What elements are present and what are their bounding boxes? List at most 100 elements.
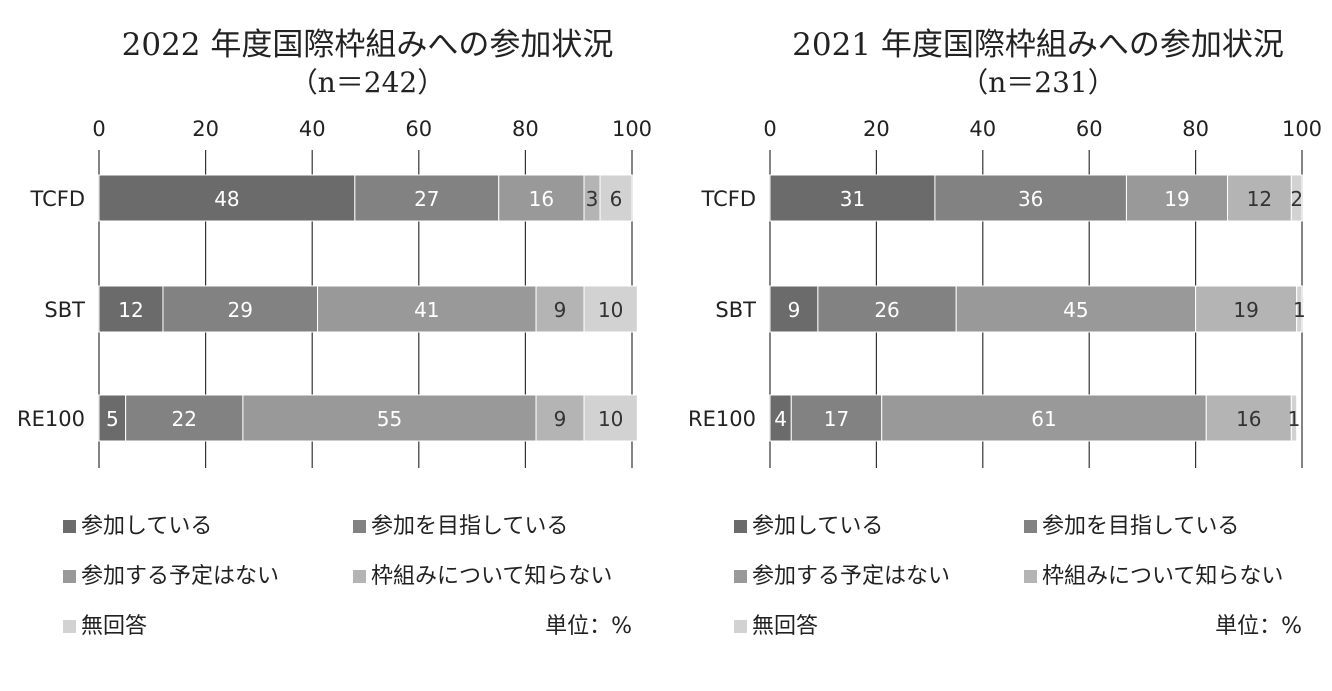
legend-swatch	[1024, 520, 1037, 533]
bar-segment	[1205, 394, 1292, 442]
data-label: 29	[228, 298, 253, 322]
x-tick-label: 40	[969, 117, 996, 141]
bar-segment	[535, 285, 585, 333]
data-label: 36	[1018, 187, 1043, 211]
data-label: 5	[106, 407, 119, 431]
legend-swatch	[63, 520, 76, 533]
category-label: TCFD	[29, 187, 85, 211]
unit-label: 単位：%	[1215, 614, 1302, 639]
data-label: 19	[1233, 298, 1258, 322]
bar-segment	[583, 285, 638, 333]
chart-2021-panel: 2021 年度国際枠組みへの参加状況 （n＝231） 0 20 40 60 80 100 TCF…	[666, 0, 1332, 691]
x-tick-label: 20	[192, 117, 219, 141]
chart-subtitle: （n＝231）	[960, 66, 1115, 99]
bar-segment	[1227, 174, 1292, 222]
data-label: 3	[586, 187, 599, 211]
legend-label: 参加する予定はない	[81, 564, 279, 589]
data-label: 12	[1247, 187, 1272, 211]
chart-title: 2022 年度国際枠組みへの参加状況	[122, 27, 614, 63]
legend-swatch	[63, 620, 76, 633]
category-label: SBT	[715, 298, 756, 322]
bar-segment	[1290, 174, 1303, 222]
bar-segment	[881, 394, 1207, 442]
bar-segment	[817, 285, 957, 333]
legend-label: 参加を目指している	[1042, 514, 1239, 539]
bar-segment	[599, 174, 633, 222]
bar-segment	[1296, 285, 1303, 333]
legend-swatch	[353, 520, 366, 533]
bar-segment	[955, 285, 1197, 333]
bar-segment	[769, 174, 936, 222]
legend-label: 枠組みについて知らない	[1042, 564, 1283, 589]
category-label: SBT	[44, 298, 85, 322]
data-label: 19	[1164, 187, 1189, 211]
data-label: 2	[1290, 187, 1303, 211]
x-tick-label: 100	[612, 117, 652, 141]
legend-swatch	[1024, 570, 1037, 583]
data-label: 61	[1031, 407, 1056, 431]
data-label: 9	[554, 298, 567, 322]
legend-label: 無回答	[752, 614, 818, 639]
bar-segment	[535, 394, 585, 442]
category-label: TCFD	[700, 187, 756, 211]
data-label: 4	[774, 407, 787, 431]
data-label: 48	[214, 187, 239, 211]
data-label: 41	[414, 298, 439, 322]
data-label: 55	[377, 407, 402, 431]
bar-segment	[790, 394, 883, 442]
x-tick-label: 0	[763, 117, 776, 141]
data-label: 17	[824, 407, 849, 431]
data-label: 16	[1236, 407, 1261, 431]
data-label: 10	[598, 298, 623, 322]
bar-segment	[1290, 394, 1298, 442]
legend-label: 参加している	[81, 514, 212, 539]
category-label: RE100	[17, 407, 85, 431]
data-label: 26	[874, 298, 899, 322]
x-tick-label: 20	[863, 117, 890, 141]
data-label: 10	[598, 407, 623, 431]
chart-2022: 2022 年度国際枠組みへの参加状況（n＝242） 0 20 40 60 80 100 TCF…	[17, 27, 652, 639]
chart-2022-panel: 2022 年度国際枠組みへの参加状況 （n＝242） 0 20 40 60 80 100 TCF…	[17, 27, 652, 639]
bar-segment	[317, 285, 537, 333]
legend-swatch	[734, 520, 747, 533]
x-tick-label: 60	[405, 117, 432, 141]
x-tick-label: 100	[1282, 117, 1322, 141]
data-label: 9	[554, 407, 567, 431]
category-label: RE100	[688, 407, 756, 431]
bar-segment	[1125, 174, 1229, 222]
x-tick-label: 80	[512, 117, 539, 141]
data-label: 1	[1293, 298, 1306, 322]
unit-label: 単位：%	[545, 614, 632, 639]
data-label: 9	[788, 298, 801, 322]
bar-segment	[1195, 285, 1298, 333]
bar-segment	[125, 394, 244, 442]
data-label: 6	[610, 187, 623, 211]
x-tick-label: 60	[1076, 117, 1103, 141]
x-tick-label: 40	[299, 117, 326, 141]
x-tick-label: 0	[92, 117, 105, 141]
data-label: 31	[840, 187, 865, 211]
bar-segment	[162, 285, 319, 333]
legend-label: 枠組みについて知らない	[371, 564, 612, 589]
data-label: 45	[1063, 298, 1088, 322]
chart-subtitle: （n＝242）	[290, 66, 445, 99]
legend-swatch	[63, 570, 76, 583]
data-label: 22	[172, 407, 197, 431]
legend-label: 参加を目指している	[371, 514, 568, 539]
data-label: 12	[118, 298, 143, 322]
legend-label: 参加している	[752, 514, 883, 539]
legend-label: 無回答	[81, 614, 147, 639]
data-label: 27	[414, 187, 439, 211]
bar-segment	[98, 285, 164, 333]
legend-swatch	[353, 570, 366, 583]
data-label: 1	[1288, 407, 1301, 431]
x-tick-label: 80	[1182, 117, 1209, 141]
legend-swatch	[734, 620, 747, 633]
legend-label: 参加する予定はない	[752, 564, 950, 589]
legend-swatch	[734, 570, 747, 583]
bar-segment	[583, 394, 638, 442]
chart-2021: 2021 年度国際枠組みへの参加状況（n＝231） 0 20 40 60 80 100 TCF…	[688, 27, 1322, 639]
bar-segment	[98, 174, 356, 222]
bar-segment	[98, 394, 127, 442]
chart-title: 2021 年度国際枠組みへの参加状況	[792, 27, 1284, 63]
